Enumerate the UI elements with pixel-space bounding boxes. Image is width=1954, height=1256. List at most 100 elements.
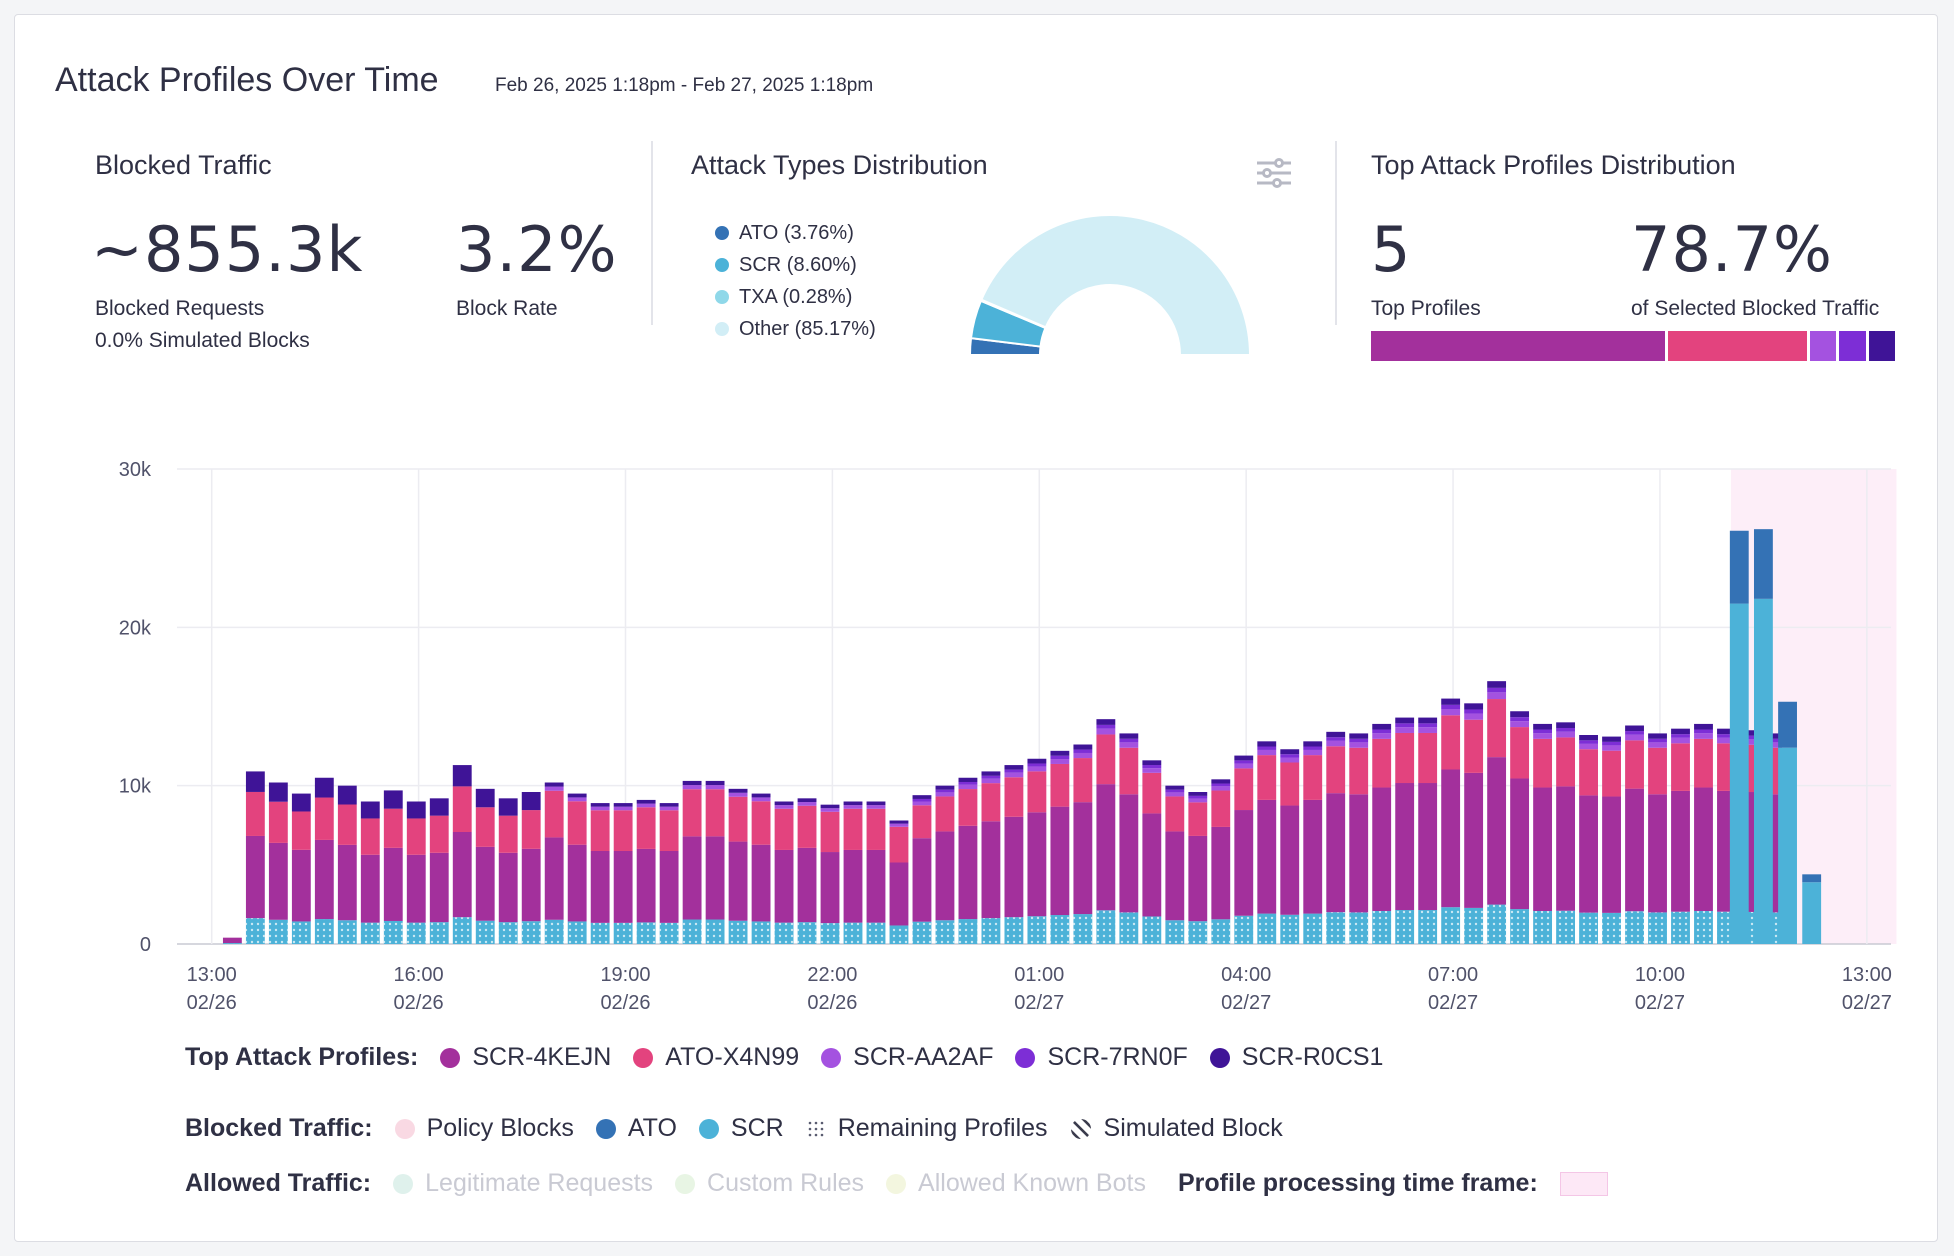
bar-segment-scr-aa2af[interactable]: [1533, 733, 1553, 739]
bar-segment-scr-aa2af[interactable]: [1188, 798, 1208, 803]
bar-segment-scr-7rn0f[interactable]: [1694, 729, 1713, 734]
bar-segment-ato-x4n99[interactable]: [1625, 740, 1644, 789]
bar-segment-ato-x4n99[interactable]: [1441, 715, 1461, 770]
bar-segment-scr-4kejn[interactable]: [268, 842, 288, 920]
bar-segment-scr-r0cs1[interactable]: [1050, 750, 1070, 756]
profile-segment-scr-aa2af[interactable]: [1810, 331, 1837, 361]
bar-segment-scr-aa2af[interactable]: [567, 797, 587, 802]
bar-segment-ato-x4n99[interactable]: [935, 796, 955, 832]
bar-segment-scr-aa2af[interactable]: [1740, 739, 1759, 745]
bar-segment-scr-aa2af[interactable]: [1303, 749, 1323, 756]
bar-segment-scr-aa2af[interactable]: [1372, 733, 1392, 739]
bar-segment-scr-aa2af[interactable]: [1326, 740, 1346, 747]
bar-segment-scr-r0cs1[interactable]: [1579, 735, 1598, 741]
bar-segment-scr-aa2af[interactable]: [1648, 742, 1667, 748]
bar-segment-scr-r0cs1[interactable]: [1625, 725, 1644, 732]
bar-segment-scr-4kejn[interactable]: [1579, 795, 1598, 913]
bar-segment-scr-7rn0f[interactable]: [1487, 687, 1507, 693]
bar-segment-scr-aa2af[interactable]: [636, 803, 656, 808]
bar-segment-scr-7rn0f[interactable]: [1027, 763, 1047, 767]
bar-segment-scr-r0cs1[interactable]: [590, 803, 610, 807]
bar-segment-scr-4kejn[interactable]: [1648, 794, 1667, 913]
bar-segment-scr-4kejn[interactable]: [728, 841, 748, 921]
bar-segment-scr-7rn0f[interactable]: [1119, 738, 1139, 743]
bar-segment-scr-4kejn[interactable]: [1441, 769, 1461, 908]
bar-segment-ato-x4n99[interactable]: [682, 789, 702, 837]
bar-segment-scr-r0cs1[interactable]: [475, 788, 495, 808]
bar-segment-scr-aa2af[interactable]: [843, 805, 863, 809]
bar-segment-scr-r0cs1[interactable]: [245, 771, 265, 792]
top-profiles-bar[interactable]: [1371, 331, 1895, 361]
bar-segment-scr-r0cs1[interactable]: [935, 785, 955, 790]
bar-segment-ato-x4n99[interactable]: [1211, 790, 1231, 827]
bar-segment-scr-r0cs1[interactable]: [889, 820, 909, 824]
bar-segment-scr-4kejn[interactable]: [521, 848, 541, 922]
bar-segment-scr-aa2af[interactable]: [958, 784, 978, 790]
bar-segment-scr-4kejn[interactable]: [406, 854, 426, 923]
bar-segment-scr-4kejn[interactable]: [935, 831, 955, 921]
bar-segment-scr-aa2af[interactable]: [1119, 742, 1139, 748]
bar-segment-scr-7rn0f[interactable]: [1556, 727, 1576, 732]
bar-segment-scr-4kejn[interactable]: [1027, 812, 1047, 917]
bar-segment-scr-4kejn[interactable]: [797, 847, 817, 923]
bar-segment-scr-r0cs1[interactable]: [912, 795, 932, 799]
bar-segment-scr-7rn0f[interactable]: [1418, 723, 1438, 728]
bar-segment-scr[interactable]: [1802, 882, 1822, 944]
bar-segment-ato-x4n99[interactable]: [1510, 727, 1530, 779]
bar-segment-scr-aa2af[interactable]: [590, 806, 610, 811]
bar-segment-ato-x4n99[interactable]: [1234, 768, 1254, 811]
bar-segment-scr-aa2af[interactable]: [682, 785, 702, 790]
bar-segment-scr-4kejn[interactable]: [889, 862, 909, 926]
bar-segment-ato-x4n99[interactable]: [705, 789, 725, 837]
bar-segment-scr-r0cs1[interactable]: [1441, 698, 1461, 705]
bar-segment-ato-x4n99[interactable]: [314, 797, 334, 840]
bar-segment-ato-x4n99[interactable]: [383, 808, 403, 848]
bar-segment-scr-r0cs1[interactable]: [659, 803, 679, 807]
bar-segment-scr-7rn0f[interactable]: [1395, 723, 1415, 728]
bar-segment-scr-4kejn[interactable]: [1556, 786, 1576, 911]
bar-segment-ato-x4n99[interactable]: [291, 811, 311, 850]
bar-segment-ato-x4n99[interactable]: [1602, 750, 1621, 797]
bar-segment-scr-r0cs1[interactable]: [452, 765, 472, 787]
bar-segment-scr-7rn0f[interactable]: [1257, 746, 1277, 750]
bar-segment-ato-x4n99[interactable]: [1418, 732, 1438, 784]
bar-segment-scr-4kejn[interactable]: [1372, 787, 1392, 911]
bar-segment-ato-x4n99[interactable]: [1579, 749, 1598, 796]
bar-segment-scr-aa2af[interactable]: [1579, 743, 1598, 750]
bar-segment-scr-aa2af[interactable]: [1395, 727, 1415, 733]
bar-segment-scr-4kejn[interactable]: [1303, 799, 1323, 914]
bar-segment-scr-4kejn[interactable]: [1280, 805, 1300, 915]
bar-segment-scr-4kejn[interactable]: [452, 831, 472, 918]
bar-segment-scr-4kejn[interactable]: [498, 852, 518, 923]
bar-segment-ato-x4n99[interactable]: [406, 818, 426, 855]
bar-segment-ato[interactable]: [1802, 874, 1822, 883]
bar-segment-scr-r0cs1[interactable]: [820, 804, 840, 809]
bar-segment-scr-r0cs1[interactable]: [1648, 733, 1667, 739]
bar-segment-ato-x4n99[interactable]: [728, 796, 748, 842]
bar-segment-scr-4kejn[interactable]: [613, 850, 633, 923]
bar-segment-scr-r0cs1[interactable]: [337, 785, 357, 805]
bar-segment-scr-r0cs1[interactable]: [314, 777, 334, 798]
bar-segment-scr-4kejn[interactable]: [1487, 757, 1507, 905]
bar-segment-scr-aa2af[interactable]: [1510, 721, 1530, 728]
bar-segment-scr-4kejn[interactable]: [1096, 784, 1116, 911]
bar-segment-scr-4kejn[interactable]: [1671, 790, 1690, 912]
bar-segment-ato-x4n99[interactable]: [1027, 771, 1047, 813]
bar-segment-ato-x4n99[interactable]: [1073, 758, 1093, 803]
bar-segment-ato-x4n99[interactable]: [1004, 777, 1024, 817]
bar-segment-scr-7rn0f[interactable]: [1073, 749, 1093, 753]
bar-segment-scr-aa2af[interactable]: [1418, 727, 1438, 733]
bar-segment-scr-r0cs1[interactable]: [360, 801, 380, 819]
bar-segment-scr-aa2af[interactable]: [1280, 757, 1300, 763]
bar-segment-scr-4kejn[interactable]: [1050, 806, 1070, 916]
bar-segment-scr-r0cs1[interactable]: [1004, 765, 1024, 770]
bar-segment-ato-x4n99[interactable]: [1188, 802, 1208, 836]
bar-segment-ato-x4n99[interactable]: [1142, 772, 1162, 814]
bar-segment-scr-r0cs1[interactable]: [567, 793, 587, 798]
bar-segment-scr-4kejn[interactable]: [1188, 835, 1208, 922]
bar-segment-ato-x4n99[interactable]: [1395, 732, 1415, 784]
bar-segment-scr-7rn0f[interactable]: [1717, 734, 1736, 738]
bar-segment-scr-4kejn[interactable]: [1004, 816, 1024, 918]
filter-settings-icon[interactable]: [1255, 157, 1293, 189]
bar-segment-scr-aa2af[interactable]: [1165, 792, 1185, 797]
